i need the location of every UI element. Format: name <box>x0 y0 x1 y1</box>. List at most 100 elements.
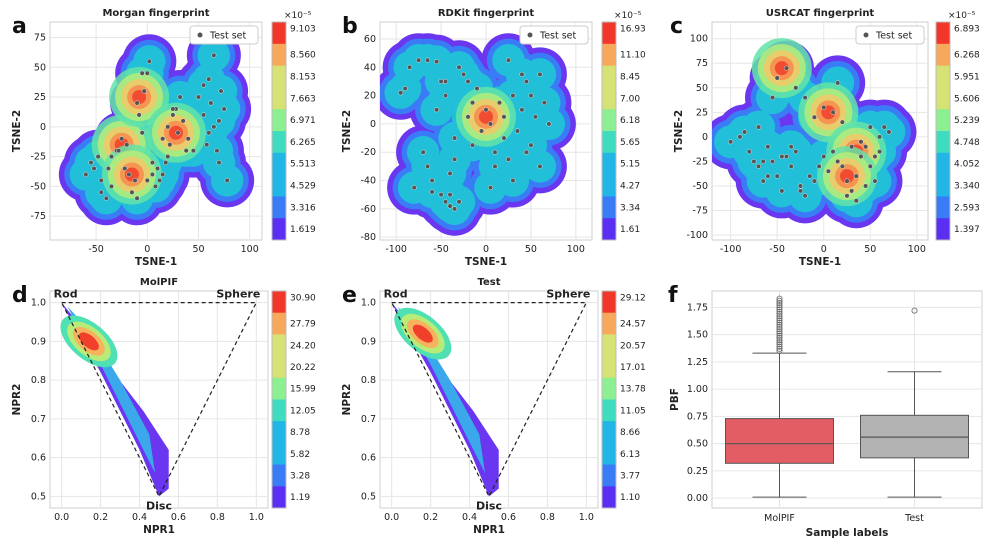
test-point <box>779 188 785 194</box>
outlier-point <box>776 345 783 352</box>
outlier-point <box>776 315 783 322</box>
legend-marker <box>197 32 203 38</box>
test-point <box>765 144 771 150</box>
test-point <box>163 160 169 166</box>
test-point <box>88 160 94 166</box>
colorbar-tick-label: 6.893 <box>954 25 980 35</box>
density-peak <box>479 109 493 124</box>
colorbar-segment <box>272 377 286 400</box>
test-point <box>126 171 132 177</box>
x-tick-label: 1.0 <box>249 512 264 523</box>
colorbar-tick-label: 5.951 <box>954 73 980 83</box>
test-point <box>407 64 413 70</box>
test-point <box>447 203 453 209</box>
x-tick-label: 0 <box>483 244 489 255</box>
test-point <box>190 148 196 154</box>
colorbar-tick-label: 6.13 <box>620 450 640 460</box>
y-tick-label: 0 <box>702 132 708 143</box>
x-tick-label: -100 <box>720 244 742 255</box>
colorbar-tick-label: 12.05 <box>290 406 316 416</box>
colorbar-segment <box>602 312 616 335</box>
legend-marker <box>527 32 533 38</box>
panel-b: b RDKit fingerprint -100 -50 0 50 100 -80 -60 -40… <box>341 8 646 268</box>
colorbar-segment <box>602 421 616 444</box>
test-point <box>465 78 471 84</box>
test-point <box>746 149 752 155</box>
colorbar-tick-label: 8.153 <box>290 73 316 83</box>
test-point <box>474 86 480 92</box>
colorbar-tick-label: 11.10 <box>620 51 646 61</box>
outlier-point <box>776 299 783 306</box>
test-point <box>839 163 845 169</box>
outlier-point <box>776 306 783 313</box>
test-point <box>470 142 476 148</box>
y-tick-label: 1.00 <box>687 384 708 395</box>
test-point <box>532 114 538 120</box>
colorbar-tick-label: 4.529 <box>290 182 316 192</box>
colorbar-segment <box>936 65 950 88</box>
test-point <box>434 59 440 65</box>
test-point <box>774 173 780 179</box>
colorbar-segment <box>272 291 286 314</box>
colorbar-segment <box>272 356 286 379</box>
test-point <box>175 130 181 136</box>
test-point <box>802 95 808 101</box>
panel-title: MolPIF <box>140 277 178 288</box>
test-point <box>783 154 789 160</box>
colorbar-tick-label: 24.20 <box>290 341 316 351</box>
x-tick-label: 50 <box>525 244 537 255</box>
x-tick-label: 0.2 <box>423 512 438 523</box>
test-point <box>160 136 166 142</box>
x-tick-label: -100 <box>385 244 407 255</box>
test-point <box>447 170 453 176</box>
test-point <box>447 192 453 198</box>
x-tick-label: 0.4 <box>132 512 147 523</box>
legend-label: Test set <box>539 31 577 42</box>
panel-c: c USRCAT fingerprint -100 -50 0 50 100 -100 -75 -… <box>670 8 980 268</box>
test-point <box>867 124 873 130</box>
outlier-point <box>776 319 783 326</box>
test-point <box>461 71 467 77</box>
colorbar-segment <box>936 196 950 219</box>
colorbar-tick-label: 6.265 <box>290 138 316 148</box>
test-point <box>206 76 212 82</box>
test-point <box>149 160 155 166</box>
plot-frame <box>711 290 983 509</box>
panel-title: Morgan fingerprint <box>102 8 209 19</box>
x-tick-label: -50 <box>433 244 449 255</box>
x-tick-label: 0.6 <box>171 512 186 523</box>
density-contour <box>61 302 169 497</box>
test-point <box>541 100 547 106</box>
x-axis-label: TSNE-1 <box>465 256 507 268</box>
y-axis-label: NPR2 <box>341 384 353 416</box>
test-point <box>519 107 525 113</box>
colorbar-segment <box>602 22 616 45</box>
x-tick-label: 0 <box>821 244 827 255</box>
colorbar-segment <box>272 131 286 154</box>
colorbar-tick-label: 16.93 <box>620 25 646 35</box>
y-tick-label: 75 <box>696 58 708 69</box>
colorbar-segment <box>602 65 616 88</box>
test-point <box>742 129 748 135</box>
legend: Test set <box>189 25 259 45</box>
test-point <box>825 168 831 174</box>
colorbar-segment <box>602 196 616 219</box>
test-point <box>91 166 97 172</box>
legend-box <box>519 25 589 45</box>
test-point <box>425 57 431 63</box>
test-point <box>103 195 109 201</box>
test-point <box>770 158 776 164</box>
test-point <box>849 188 855 194</box>
box-MolPIF <box>725 418 834 464</box>
test-point <box>425 163 431 169</box>
test-point <box>129 189 135 195</box>
test-point <box>132 177 138 183</box>
test-point <box>523 78 529 84</box>
y-tick-label: 75 <box>34 32 46 43</box>
test-point <box>830 109 836 115</box>
test-point <box>180 118 186 124</box>
colorbar-tick-label: 8.66 <box>620 428 640 438</box>
corner-label-disc: Disc <box>146 499 172 512</box>
y-axis-label: TSNE-2 <box>673 110 685 152</box>
test-point <box>546 121 552 127</box>
